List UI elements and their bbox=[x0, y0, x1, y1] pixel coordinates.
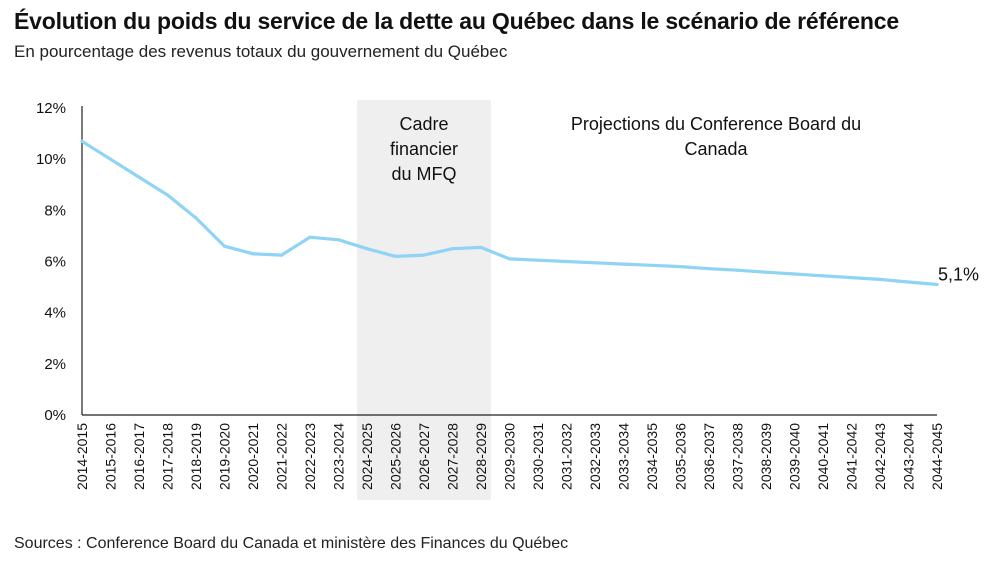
x-tick-label: 2042-2043 bbox=[872, 423, 888, 490]
data-point bbox=[194, 216, 198, 220]
x-tick-label: 2036-2037 bbox=[701, 423, 717, 490]
x-tick-label: 2032-2033 bbox=[587, 423, 603, 490]
data-point bbox=[165, 193, 170, 197]
data-point bbox=[365, 247, 369, 251]
x-tick-label: 2044-2045 bbox=[929, 423, 945, 490]
y-tick-label: 2% bbox=[44, 356, 66, 373]
data-point bbox=[792, 272, 797, 276]
data-point bbox=[536, 258, 540, 262]
shaded-region-mfq bbox=[357, 100, 491, 500]
y-tick-label: 0% bbox=[44, 407, 66, 424]
data-point bbox=[222, 244, 227, 248]
y-tick-label: 12% bbox=[36, 100, 66, 117]
x-tick-label: 2023-2024 bbox=[331, 423, 347, 490]
x-tick-label: 2024-2025 bbox=[359, 423, 375, 490]
x-tick-label: 2021-2022 bbox=[274, 423, 290, 490]
y-tick-label: 6% bbox=[44, 254, 66, 271]
data-point bbox=[764, 270, 768, 274]
data-point bbox=[878, 277, 882, 282]
x-tick-label: 2039-2040 bbox=[787, 423, 803, 490]
x-tick-label: 2041-2042 bbox=[844, 423, 860, 490]
data-point bbox=[735, 268, 740, 272]
x-tick-label: 2028-2029 bbox=[473, 423, 489, 490]
cadre-financier-label: Cadre bbox=[399, 114, 448, 134]
data-point bbox=[707, 267, 711, 271]
x-tick-label: 2025-2026 bbox=[388, 423, 404, 490]
x-tick-label: 2017-2018 bbox=[160, 423, 176, 490]
x-tick-label: 2029-2030 bbox=[502, 423, 518, 490]
projections-label: Canada bbox=[684, 139, 748, 159]
y-tick-label: 4% bbox=[44, 305, 66, 322]
data-point bbox=[849, 276, 854, 280]
x-tick-label: 2016-2017 bbox=[131, 423, 147, 490]
y-tick-label: 8% bbox=[44, 202, 66, 219]
x-tick-label: 2033-2034 bbox=[616, 423, 632, 490]
data-point bbox=[564, 259, 569, 264]
x-tick-label: 2020-2021 bbox=[245, 423, 261, 490]
projections-label: Projections du Conference Board du bbox=[571, 114, 861, 134]
data-point bbox=[279, 253, 284, 257]
cadre-financier-label: financier bbox=[390, 139, 458, 159]
data-point bbox=[137, 175, 141, 179]
x-tick-label: 2043-2044 bbox=[901, 423, 917, 490]
x-tick-label: 2018-2019 bbox=[188, 423, 204, 490]
data-point bbox=[593, 261, 597, 265]
x-tick-label: 2030-2031 bbox=[530, 423, 546, 490]
x-tick-label: 2019-2020 bbox=[217, 423, 233, 490]
data-point bbox=[935, 282, 939, 287]
data-point bbox=[678, 265, 683, 269]
data-point bbox=[108, 157, 113, 161]
data-point bbox=[650, 263, 654, 267]
cadre-financier-label: du MFQ bbox=[391, 164, 456, 184]
x-tick-label: 2027-2028 bbox=[445, 423, 461, 490]
chart-subtitle: En pourcentage des revenus totaux du gou… bbox=[14, 42, 508, 61]
x-tick-label: 2034-2035 bbox=[644, 423, 660, 490]
data-point bbox=[251, 252, 255, 256]
end-value-label: 5,1% bbox=[938, 265, 979, 285]
x-tick-label: 2015-2016 bbox=[103, 423, 119, 490]
data-point bbox=[507, 257, 512, 261]
series-line bbox=[80, 139, 939, 287]
x-tick-label: 2038-2039 bbox=[758, 423, 774, 490]
data-point bbox=[621, 262, 626, 266]
data-point bbox=[450, 247, 455, 251]
x-tick-label: 2037-2038 bbox=[730, 423, 746, 490]
data-point bbox=[336, 238, 341, 242]
x-tick-label: 2035-2036 bbox=[673, 423, 689, 490]
x-tick-label: 2026-2027 bbox=[416, 423, 432, 490]
x-tick-label: 2022-2023 bbox=[302, 423, 318, 490]
chart-title: Évolution du poids du service de la dett… bbox=[14, 8, 899, 34]
data-point bbox=[821, 274, 825, 278]
data-point bbox=[308, 235, 312, 239]
source-note: Sources : Conference Board du Canada et … bbox=[14, 535, 569, 552]
data-point bbox=[80, 139, 84, 143]
data-point bbox=[393, 254, 398, 258]
data-point bbox=[422, 253, 426, 257]
x-tick-label: 2040-2041 bbox=[815, 423, 831, 490]
x-tick-label: 2014-2015 bbox=[74, 423, 90, 490]
data-point bbox=[479, 245, 483, 250]
data-point bbox=[906, 280, 911, 284]
y-tick-label: 10% bbox=[36, 151, 66, 168]
x-tick-label: 2031-2032 bbox=[559, 423, 575, 490]
